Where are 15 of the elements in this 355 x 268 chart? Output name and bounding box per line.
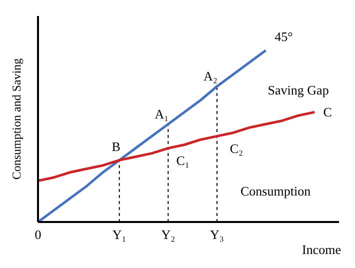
annotation: A₁ [154,106,169,122]
annotation: A₂ [204,68,218,84]
annotation: C₂ [230,140,244,156]
annotation: B [112,139,121,154]
annotation: Consumption [240,184,312,199]
x-tick-label: Y₃ [210,227,224,242]
x-axis-title: Income [302,242,342,257]
text: 45° [274,29,293,44]
x-tick-label: Y₂ [161,227,176,242]
x-tick-label: Y₁ [112,227,126,242]
x-tick-label: 0 [34,227,42,242]
annotation: C₁ [176,152,190,168]
annotation: Saving Gap [268,82,329,98]
y-axis-title: Consumption and Saving [9,58,24,180]
annotation: C [323,104,332,120]
